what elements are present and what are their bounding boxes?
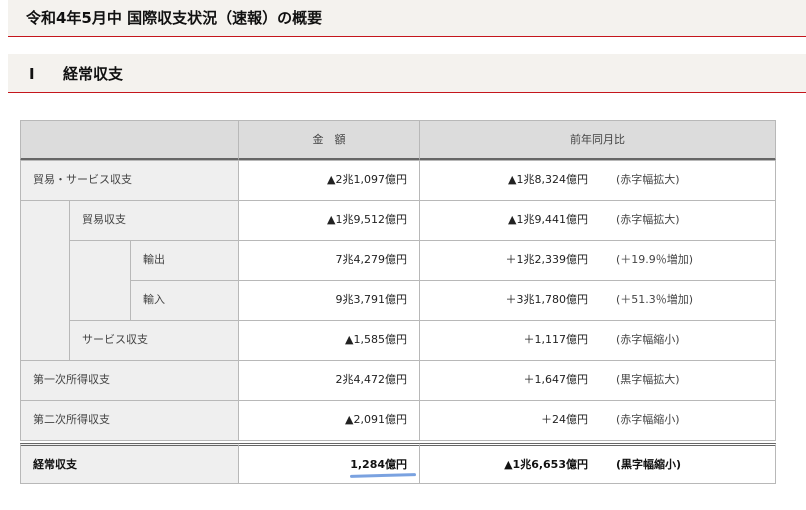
row-label: 貿易収支 [69,200,239,241]
row-label: 第一次所得収支 [20,360,239,401]
yoy-cell: ▲1兆8,324億円 (赤字幅拡大) [419,160,776,201]
header-amount: 金 額 [238,120,420,161]
yoy-note: (赤字幅縮小) [616,413,680,426]
section-header: Ⅰ 経常収支 [8,54,806,93]
section-title: Ⅰ 経常収支 [29,63,123,84]
amount-cell: ▲2,091億円 [238,400,420,441]
yoy-note: (赤字幅拡大) [616,213,680,226]
amount-cell: 2兆4,472億円 [238,360,420,401]
amount-cell: ▲1,585億円 [238,320,420,361]
balance-table: 金 額 前年同月比 貿易・サービス収支 ▲2兆1,097億円 ▲1兆8,324億円 (… [20,120,776,484]
yoy-note: (＋19.9％増加) [616,253,694,266]
amount-cell: ▲1兆9,512億円 [238,200,420,241]
header-label-cell [20,120,239,161]
header-yoy: 前年同月比 [419,120,776,161]
page-title: 令和4年5月中 国際収支状況（速報）の概要 [26,9,323,27]
amount-cell: ▲2兆1,097億円 [238,160,420,201]
yoy-change: ▲1兆9,441億円 [508,213,588,226]
yoy-note: (赤字幅拡大) [616,173,680,186]
row-label: 第二次所得収支 [20,400,239,441]
yoy-cell: ＋24億円 (赤字幅縮小) [419,400,776,441]
yoy-cell: ＋1兆2,339億円 (＋19.9％増加) [419,240,776,281]
yoy-change: ＋1兆2,339億円 [505,253,589,266]
yoy-note: (＋51.3％増加) [616,293,694,306]
yoy-change: ▲1兆8,324億円 [508,173,588,186]
yoy-cell: ▲1兆6,653億円 (黒字幅縮小) [419,443,776,484]
amount-cell: 1,284億円 [238,443,420,484]
yoy-change: ＋1,117億円 [523,333,589,346]
row-label: サービス収支 [69,320,239,361]
row-label: 貿易・サービス収支 [20,160,239,201]
section-title-text: 経常収支 [63,65,124,83]
yoy-note: (赤字幅縮小) [616,333,680,346]
row-label: 輸出 [130,240,239,281]
yoy-cell: ＋1,647億円 (黒字幅拡大) [419,360,776,401]
section-number: Ⅰ [29,65,35,83]
amount-cell: 9兆3,791億円 [238,280,420,321]
amount-cell: 7兆4,279億円 [238,240,420,281]
yoy-cell: ＋3兆1,780億円 (＋51.3％増加) [419,280,776,321]
yoy-cell: ▲1兆9,441億円 (赤字幅拡大) [419,200,776,241]
yoy-cell: ＋1,117億円 (赤字幅縮小) [419,320,776,361]
yoy-note: (黒字幅拡大) [616,373,680,386]
page-header: 令和4年5月中 国際収支状況（速報）の概要 [8,0,806,37]
row-label: 輸入 [130,280,239,321]
yoy-change: ＋24億円 [541,413,588,426]
yoy-note: (黒字幅縮小) [616,458,682,471]
yoy-change: ＋3兆1,780億円 [505,293,589,306]
yoy-change: ▲1兆6,653億円 [504,458,588,471]
yoy-change: ＋1,647億円 [523,373,589,386]
row-label: 経常収支 [20,443,239,484]
